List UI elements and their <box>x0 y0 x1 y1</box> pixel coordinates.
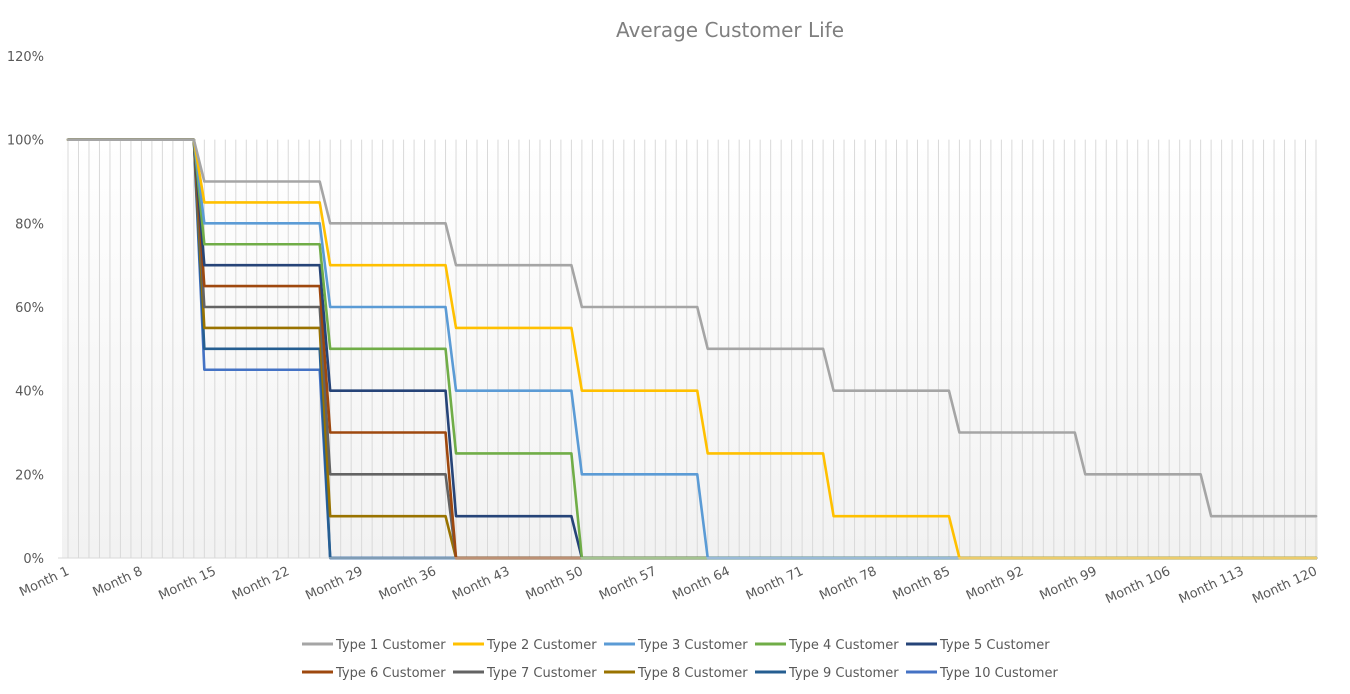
legend-label: Type 4 Customer <box>788 638 899 653</box>
legend-label: Type 8 Customer <box>637 666 748 681</box>
chart-title: Average Customer Life <box>616 18 844 42</box>
x-tick-label: Month 106 <box>1103 564 1173 607</box>
x-tick-label: Month 22 <box>230 564 292 604</box>
x-tick-label: Month 64 <box>670 564 732 604</box>
y-tick-label: 40% <box>15 385 44 400</box>
x-tick-label: Month 50 <box>524 564 586 604</box>
legend-label: Type 3 Customer <box>637 638 748 653</box>
x-tick-label: Month 71 <box>744 564 806 604</box>
series-layer <box>66 138 1318 560</box>
series-line-type-2 <box>66 138 1318 560</box>
legend-label: Type 2 Customer <box>486 638 597 653</box>
series-line-type-4 <box>66 138 1318 560</box>
series-line-type-1 <box>66 138 1318 518</box>
x-tick-label: Month 8 <box>91 564 146 600</box>
x-tick-label: Month 36 <box>377 564 439 604</box>
x-tick-label: Month 99 <box>1037 564 1099 604</box>
y-tick-label: 120% <box>7 50 44 65</box>
legend-label: Type 6 Customer <box>335 666 446 681</box>
x-tick-label: Month 78 <box>817 564 879 604</box>
x-tick-label: Month 1 <box>17 564 72 600</box>
y-tick-label: 0% <box>23 552 44 567</box>
legend-label: Type 5 Customer <box>939 638 1050 653</box>
y-tick-label: 20% <box>15 468 44 483</box>
x-tick-label: Month 57 <box>597 564 659 604</box>
x-tick-label: Month 29 <box>303 564 365 604</box>
x-tick-label: Month 120 <box>1250 564 1320 607</box>
legend-label: Type 7 Customer <box>486 666 597 681</box>
x-tick-label: Month 85 <box>891 564 953 604</box>
legend-label: Type 9 Customer <box>788 666 899 681</box>
legend-label: Type 10 Customer <box>939 666 1058 681</box>
series-line-type-3 <box>66 138 1318 560</box>
x-tick-label: Month 113 <box>1177 564 1247 607</box>
legend: Type 1 Customer Type 2 Customer Type 3 Cus… <box>302 638 1058 681</box>
y-tick-label: 100% <box>7 134 44 149</box>
x-tick-label: Month 15 <box>157 564 219 604</box>
legend-label: Type 1 Customer <box>335 638 446 653</box>
y-tick-label: 80% <box>15 217 44 232</box>
x-tick-label: Month 92 <box>964 564 1026 604</box>
y-tick-label: 60% <box>15 301 44 316</box>
x-tick-label: Month 43 <box>450 564 512 604</box>
